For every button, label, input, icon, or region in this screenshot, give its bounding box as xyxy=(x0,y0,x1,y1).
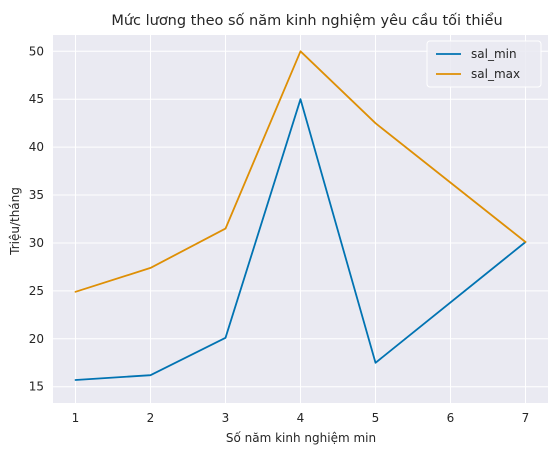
x-tick-label: 6 xyxy=(447,411,455,425)
legend: sal_min sal_max xyxy=(426,40,542,88)
y-tick-label: 40 xyxy=(29,140,44,154)
y-tick-label: 20 xyxy=(29,332,44,346)
y-tick-label: 30 xyxy=(29,236,44,250)
legend-box xyxy=(426,40,542,88)
y-tick-label: 50 xyxy=(29,44,44,58)
x-tick-label: 3 xyxy=(222,411,230,425)
x-tick-label: 5 xyxy=(372,411,380,425)
chart-title: Mức lương theo số năm kinh nghiệm yêu cầ… xyxy=(111,12,502,29)
x-tick-label: 4 xyxy=(297,411,305,425)
x-tick-label: 7 xyxy=(522,411,530,425)
y-tick-label: 45 xyxy=(29,92,44,106)
y-tick-label: 35 xyxy=(29,188,44,202)
x-tick-label: 1 xyxy=(72,411,80,425)
legend-label: sal_min xyxy=(471,47,517,61)
y-tick-label: 25 xyxy=(29,284,44,298)
x-tick-label: 2 xyxy=(147,411,155,425)
y-tick-label: 15 xyxy=(29,380,44,394)
series-line-sal_min xyxy=(74,98,527,381)
series-line-sal_max xyxy=(74,50,527,293)
legend-label: sal_max xyxy=(471,67,520,81)
y-axis-label: Triệu/tháng xyxy=(8,187,22,256)
series-lines xyxy=(74,50,527,381)
x-axis-label: Số năm kinh nghiệm min xyxy=(226,431,376,445)
